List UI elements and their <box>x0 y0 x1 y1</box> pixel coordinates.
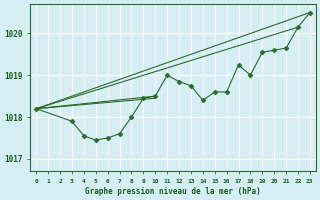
X-axis label: Graphe pression niveau de la mer (hPa): Graphe pression niveau de la mer (hPa) <box>85 187 261 196</box>
